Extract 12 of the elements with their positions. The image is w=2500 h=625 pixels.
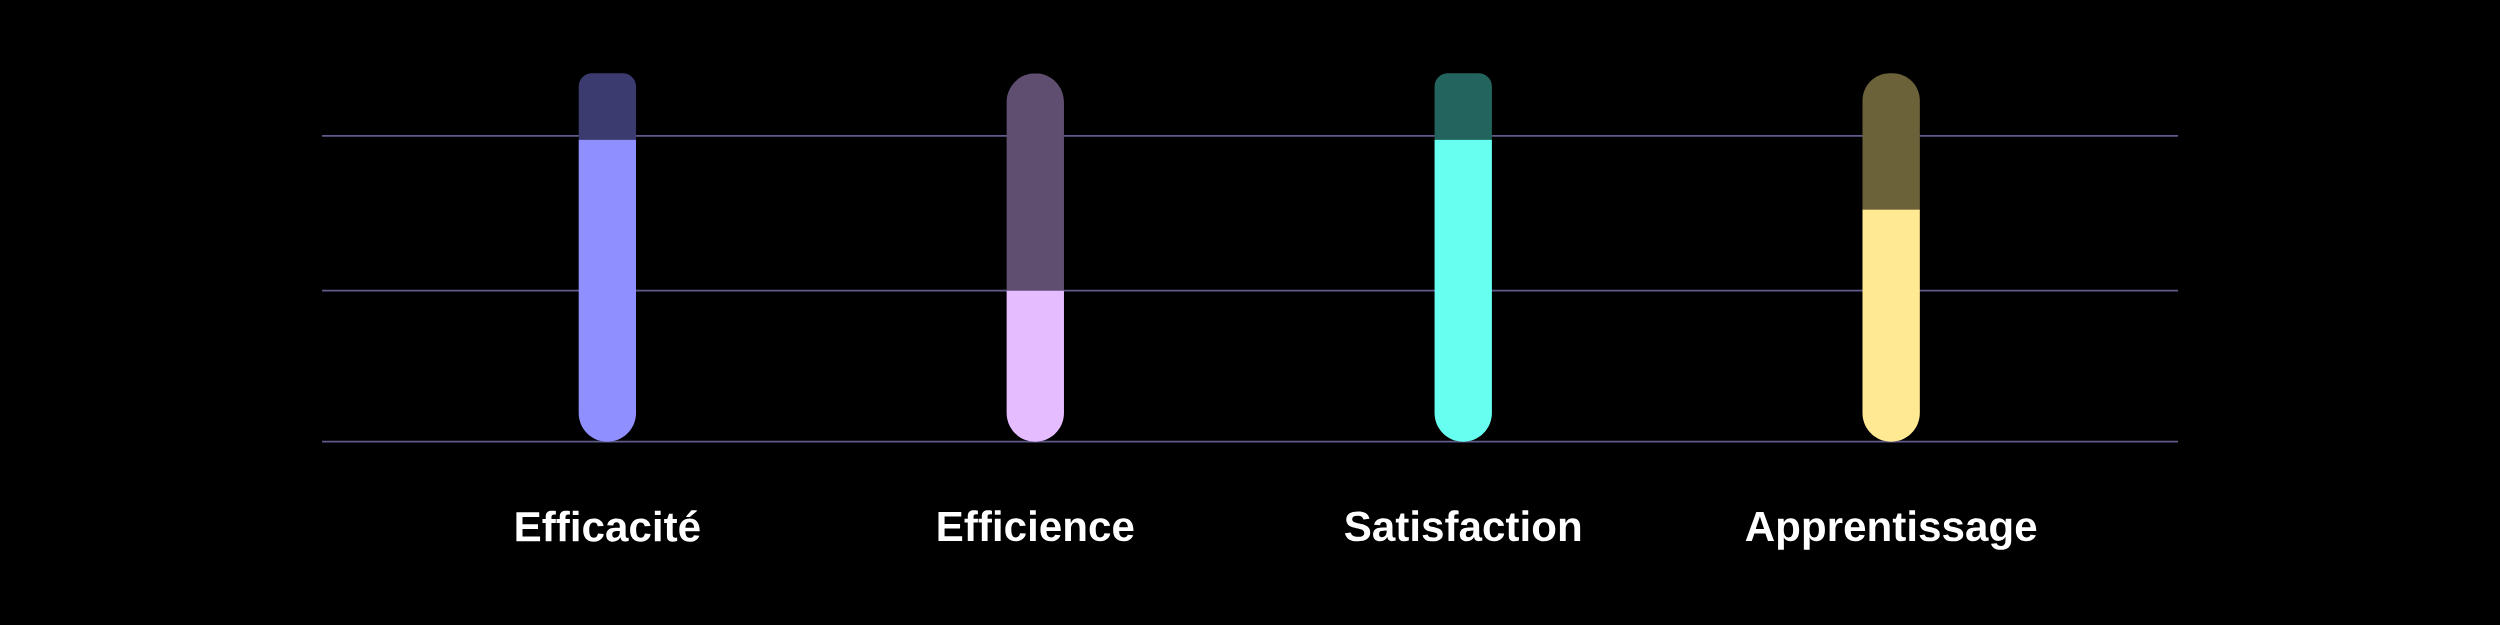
- bar: [1862, 73, 1920, 210]
- bar: [578, 139, 637, 442]
- bar: [1434, 139, 1492, 442]
- x-tick-label: Apprentissage: [1745, 510, 2037, 550]
- x-tick-label: Satisfaction: [1344, 510, 1581, 542]
- x-tick-label: Efficacité: [516, 510, 700, 542]
- bar: [1006, 73, 1064, 291]
- bar: [578, 73, 637, 140]
- bar: [1434, 73, 1492, 140]
- bar: [1862, 209, 1920, 442]
- x-tick-label: Efficience: [938, 510, 1134, 542]
- bar: [1006, 290, 1064, 442]
